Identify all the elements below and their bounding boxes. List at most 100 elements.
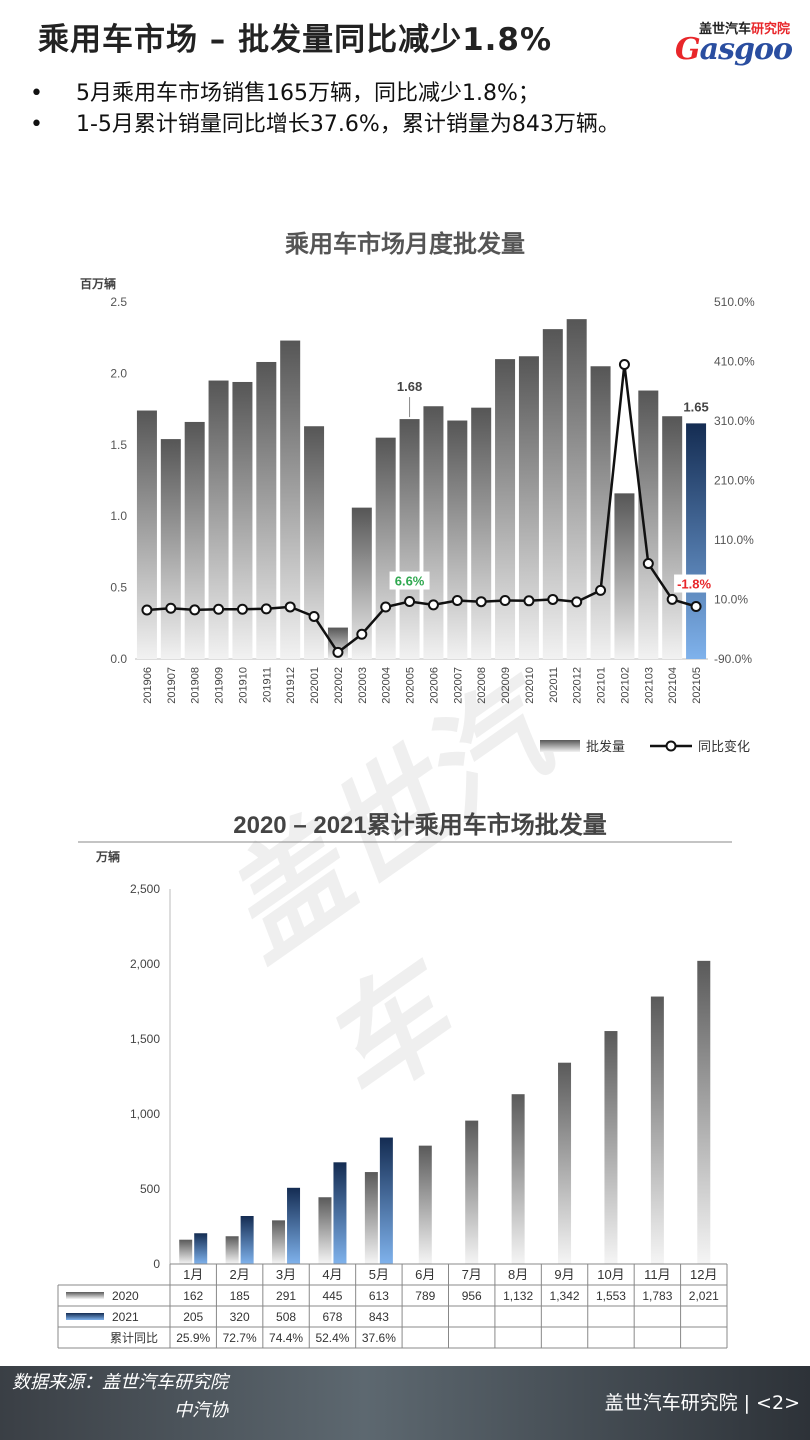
bullet-item: • 1-5月累计销量同比增长37.6%，累计销量为843万辆。 (30, 112, 620, 137)
table-cell: 37.6% (362, 1331, 396, 1345)
x-tick-label: 202008 (476, 667, 488, 704)
y-tick-label: 2,000 (130, 957, 160, 971)
bullet-item: • 5月乘用车市场销售165万辆，同比减少1.8%； (30, 81, 540, 106)
table-cell: 956 (462, 1289, 482, 1303)
x-tick-label: 202002 (333, 667, 345, 704)
bar-2020-2 (225, 1236, 239, 1264)
table-cell: 843 (369, 1310, 389, 1324)
yoy-point-202002 (332, 646, 344, 658)
x-tick-label: 202004 (381, 667, 393, 704)
footer-source-2: 中汽协 (174, 1400, 228, 1421)
x-tick-label: 202005 (405, 667, 417, 704)
yoy-line (146, 364, 697, 655)
yoy-point-202007 (451, 595, 463, 607)
table-cell: 1,342 (550, 1289, 580, 1303)
table-cell: 1,553 (596, 1289, 626, 1303)
bar-2020-10 (604, 1031, 618, 1264)
yoy-point-201910 (236, 603, 248, 615)
y2-tick-label: 110.0% (714, 533, 754, 547)
bar-2020-12 (697, 960, 711, 1264)
bar-2020-5 (364, 1172, 378, 1264)
yoy-point-202012 (571, 596, 583, 608)
yoy-point-202102 (618, 358, 630, 370)
bar-202103 (638, 390, 659, 659)
footer-bar: 数据来源：盖世汽车研究院 中汽协 盖世汽车研究院 | <2> (0, 1366, 810, 1440)
yoy-point-202004 (380, 601, 392, 613)
legend-swatch-2020 (66, 1292, 104, 1299)
table-cell: 205 (183, 1310, 203, 1324)
y2-tick-label: -90.0% (714, 652, 752, 666)
legend-swatch-2021 (66, 1313, 104, 1320)
y-tick-label: 1,500 (130, 1032, 160, 1046)
bar-202003 (351, 507, 372, 659)
x-tick-label: 202001 (309, 667, 321, 704)
bar-201907 (160, 439, 181, 659)
bar-202005 (399, 419, 420, 659)
x-tick-label: 202104 (667, 667, 679, 704)
yoy-point-202001 (308, 610, 320, 622)
x-tick-label: 3月 (276, 1267, 296, 1282)
bar-2021-4 (333, 1162, 347, 1264)
x-tick-label: 5月 (369, 1267, 389, 1282)
chart-title: 2020 – 2021累计乘用车市场批发量 (233, 811, 606, 839)
bar-2020-6 (418, 1145, 432, 1264)
yoy-label-202005: 6.6% (395, 574, 425, 589)
y2-tick-label: 510.0% (714, 295, 755, 309)
bar-2020-11 (650, 996, 664, 1264)
y-tick-label: 0 (153, 1257, 160, 1271)
x-tick-label: 12月 (690, 1267, 717, 1282)
x-tick-label: 9月 (554, 1267, 574, 1282)
summary-bullets: • 5月乘用车市场销售165万辆，同比减少1.8%； • 1-5月累计销量同比增长3… (30, 78, 620, 140)
bar-202008 (471, 407, 492, 659)
yoy-point-202003 (356, 628, 368, 640)
yoy-label-bg (674, 574, 719, 593)
bar-202010 (518, 356, 539, 659)
yoy-point-201912 (284, 601, 296, 613)
x-tick-label: 202012 (572, 667, 584, 704)
bar-202102 (614, 493, 635, 659)
bar-201906 (136, 410, 157, 659)
bar-202105 (686, 423, 707, 659)
legend-bar-label: 批发量 (586, 739, 625, 754)
bar-201909 (208, 380, 229, 659)
table-row-label: 2021 (112, 1310, 139, 1324)
bar-202011 (542, 329, 563, 659)
x-tick-label: 201907 (166, 667, 178, 704)
yoy-point-201907 (165, 602, 177, 614)
y-axis-label: 万辆 (95, 849, 120, 864)
chart-title: 乘用车市场月度批发量 (284, 230, 525, 258)
bar-2020-9 (558, 1062, 572, 1264)
table-cell: 613 (369, 1289, 389, 1303)
y2-tick-label: 310.0% (714, 414, 755, 428)
bar-2021-5 (379, 1137, 393, 1264)
yoy-point-202009 (499, 595, 511, 607)
table-cell: 52.4% (315, 1331, 349, 1345)
x-tick-label: 6月 (415, 1267, 435, 1282)
y-tick-label: 1.5 (110, 438, 127, 452)
table-cell: 320 (230, 1310, 250, 1324)
bar-2021-1 (194, 1233, 208, 1264)
bar-2020-8 (511, 1094, 525, 1264)
table-cell: 162 (183, 1289, 203, 1303)
x-tick-label: 4月 (322, 1267, 342, 1282)
bar-202001 (304, 426, 325, 659)
logo-en: Gasgoo (675, 32, 793, 67)
x-tick-label: 202102 (619, 667, 631, 704)
bar-202012 (566, 319, 587, 659)
footer-source: 数据来源：盖世汽车研究院 (12, 1372, 228, 1393)
logo-cn: 盖世汽车研究院 (698, 22, 790, 37)
x-tick-label: 201911 (261, 667, 273, 703)
x-tick-label: 202007 (452, 667, 464, 704)
bar-202007 (447, 420, 468, 659)
table-cell: 2,021 (689, 1289, 719, 1303)
table-cell: 1,132 (503, 1289, 533, 1303)
yoy-point-202011 (547, 593, 559, 605)
yoy-point-201906 (141, 604, 153, 616)
y2-tick-label: 10.0% (714, 593, 748, 607)
table-cell: 25.9% (176, 1331, 210, 1345)
yoy-point-202105 (690, 601, 702, 613)
table-cell: 508 (276, 1310, 296, 1324)
table-row-label: 累计同比 (110, 1331, 158, 1345)
bar-201910 (232, 381, 253, 659)
